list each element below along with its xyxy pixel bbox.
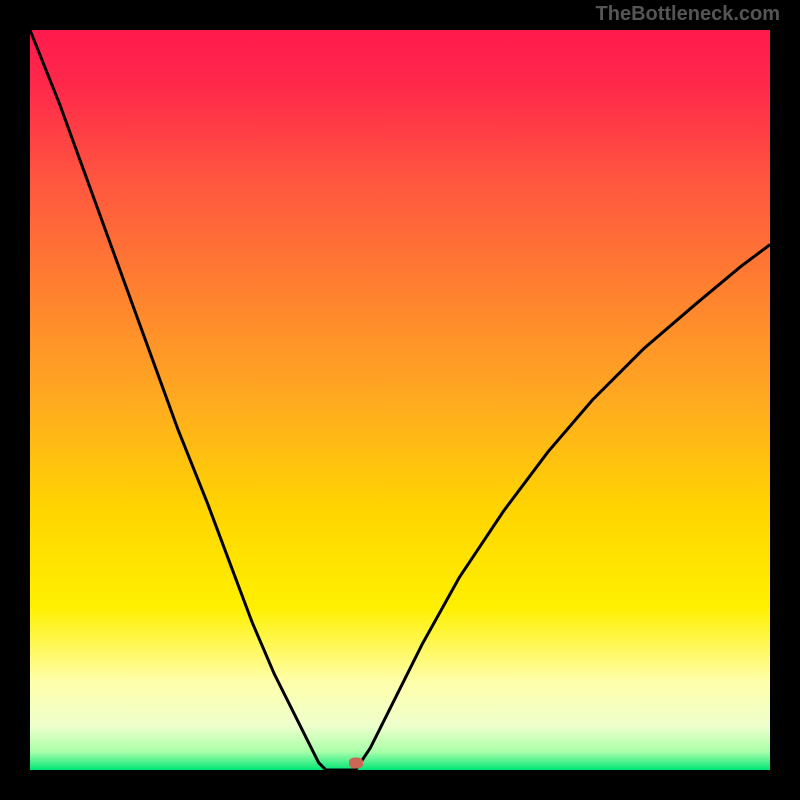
plot-area: [30, 30, 770, 770]
bottleneck-curve: [30, 30, 770, 770]
optimal-point-marker: [349, 757, 363, 768]
watermark-text: TheBottleneck.com: [596, 3, 780, 26]
